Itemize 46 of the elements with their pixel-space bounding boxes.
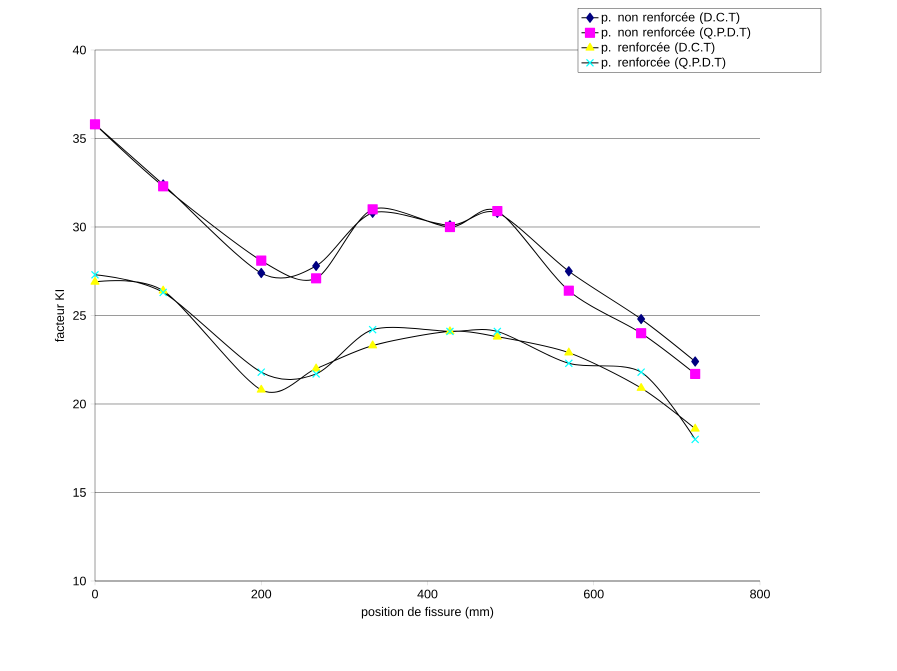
x-tick-label: 600 [584,590,604,598]
point [636,328,646,338]
x-tick-label: 0 [92,590,98,598]
point [312,260,320,272]
point [564,286,574,296]
point [257,368,266,376]
y-axis-title: facteur KI [54,290,64,342]
point [312,370,320,378]
point [492,332,502,340]
x-tick-label: 200 [251,590,272,598]
point [690,424,700,432]
point [636,382,646,391]
point [256,384,266,393]
y-tick-label: 10 [74,576,86,586]
legend-label: p. renforcée (Q.P.D.T) [602,57,726,70]
point [90,276,100,285]
x-tick-label: 800 [750,590,770,598]
point [312,364,321,372]
x-tick-label: 400 [417,590,438,598]
point [159,288,168,297]
point [564,266,573,276]
point [368,204,378,214]
point [637,368,646,376]
y-tick-label: 30 [73,222,86,232]
point [690,368,700,379]
point [256,256,266,266]
legend-label: p. non renforcée (D.C.T) [602,12,740,24]
point [311,273,322,284]
point [691,435,700,444]
x-axis-title: position de fissure (mm) [362,606,494,619]
y-tick-label: 40 [72,46,86,54]
y-tick-label: 15 [74,488,86,497]
point [368,326,377,334]
legend-label: p. renforcée (D.C.T) [602,42,714,54]
y-tick-label: 25 [73,311,86,320]
y-tick-label: 35 [73,134,86,143]
point [90,270,100,279]
legend-label: p. non renforcée (Q.P.D.T) [602,27,750,40]
point [691,356,700,367]
y-tick-label: 20 [73,400,86,408]
point [368,340,378,348]
point [257,268,266,278]
point [493,327,502,336]
point [637,314,646,324]
point [564,359,573,368]
point [564,348,574,356]
